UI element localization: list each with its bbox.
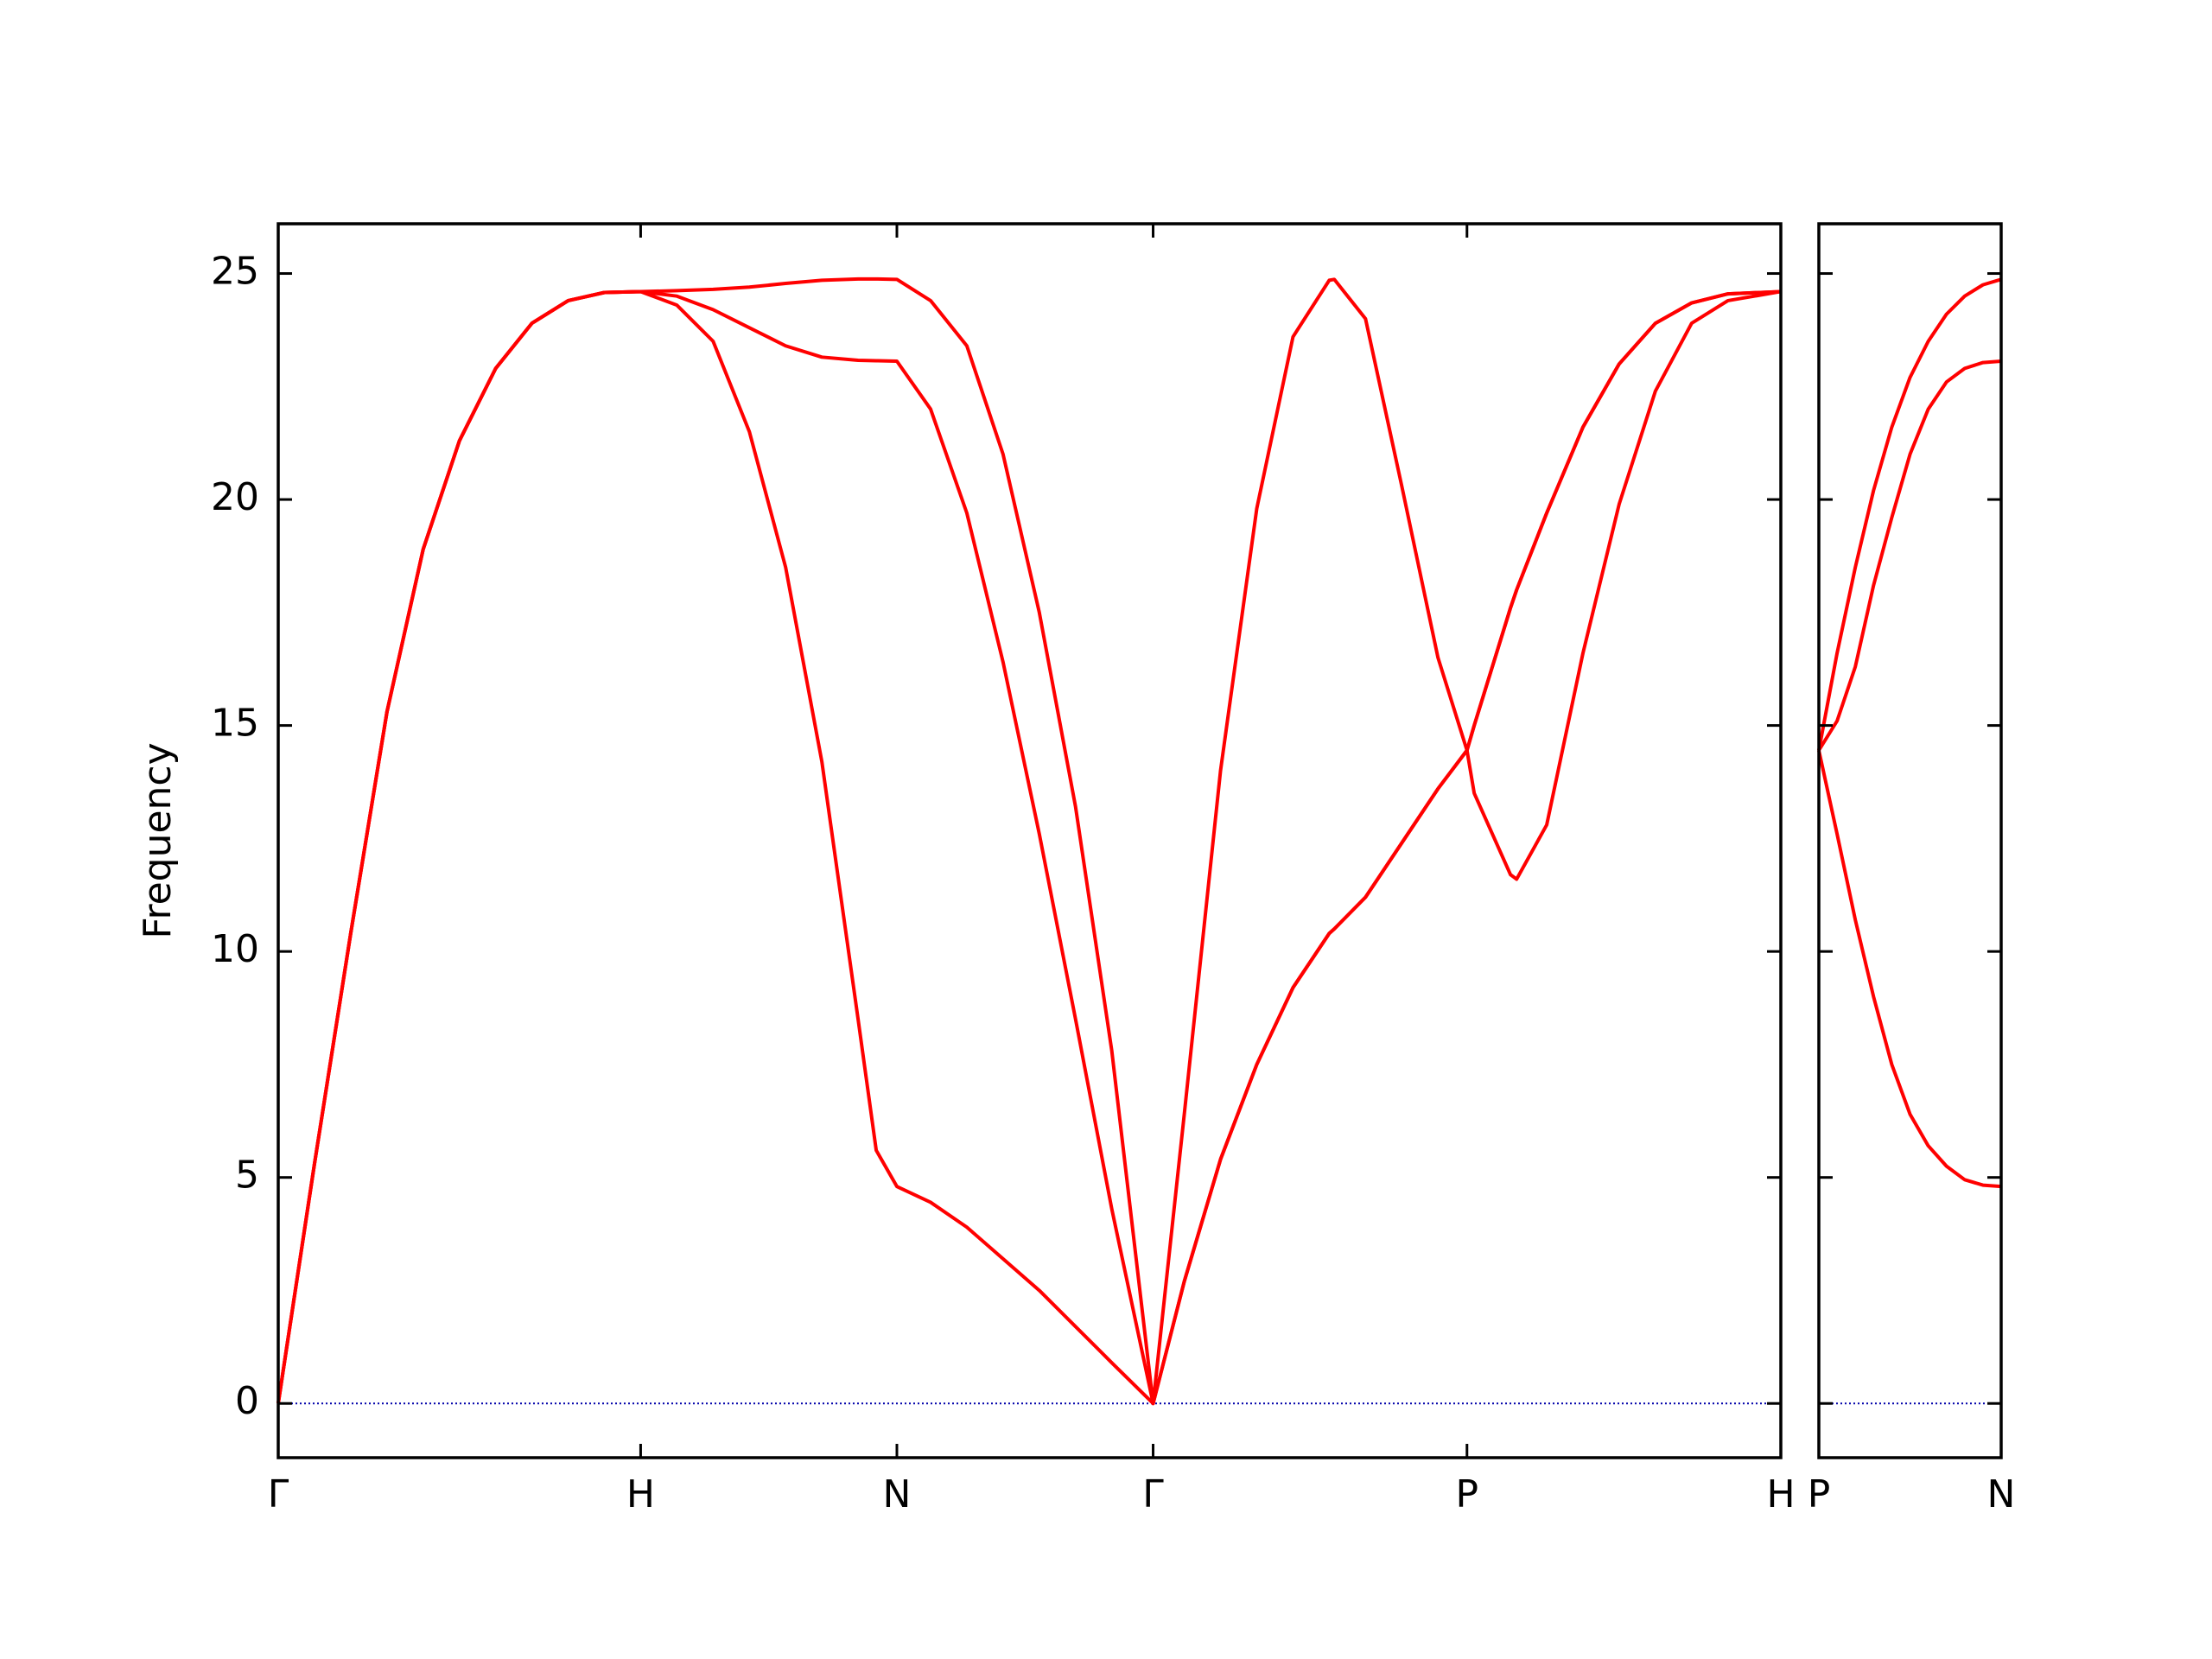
x-tick-label: H — [626, 1472, 655, 1516]
axes-frame — [276, 222, 1783, 1459]
x-tick-label: H — [1766, 1472, 1795, 1516]
band-line — [1817, 359, 2002, 752]
y-tick-label: 25 — [211, 250, 259, 294]
x-tick-label: P — [1455, 1472, 1478, 1516]
x-tick-label: P — [1808, 1472, 1831, 1516]
y-tick-label: 20 — [211, 475, 259, 519]
y-tick-label: 10 — [211, 927, 259, 971]
x-tick-label: Γ — [1142, 1472, 1164, 1516]
x-tick-label: N — [1987, 1472, 2016, 1516]
x-tick-label: Γ — [268, 1472, 289, 1516]
band-line — [1817, 749, 2002, 1189]
y-tick-label: 5 — [235, 1154, 259, 1198]
axes-frame — [1817, 222, 2003, 1459]
y-tick-label: 0 — [235, 1379, 259, 1423]
band-line — [1817, 277, 2002, 751]
band-line — [276, 289, 1782, 1406]
band-line — [276, 289, 1782, 1406]
y-axis-label: Frequency — [136, 742, 180, 938]
band-line — [276, 276, 1782, 1406]
y-tick-label: 15 — [211, 702, 259, 746]
x-tick-label: N — [883, 1472, 912, 1516]
